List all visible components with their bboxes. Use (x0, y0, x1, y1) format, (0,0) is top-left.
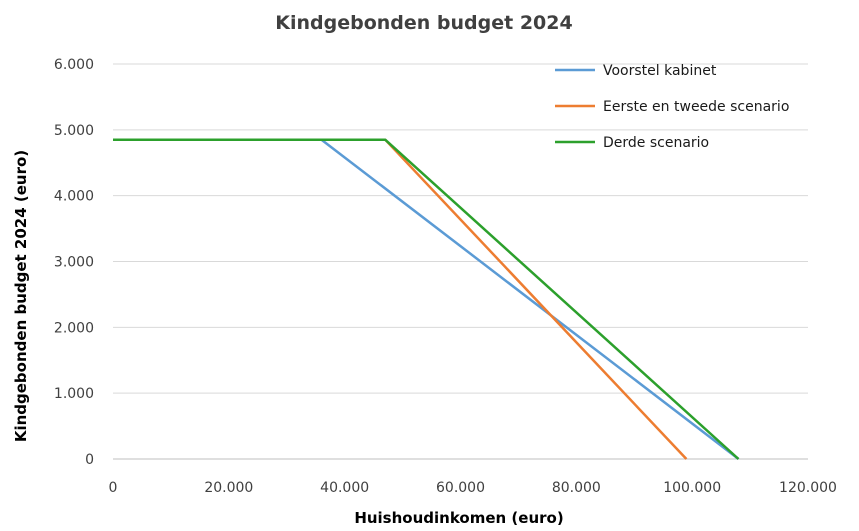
y-tick-label: 0 (85, 452, 94, 468)
legend-label-0: Voorstel kabinet (603, 63, 717, 79)
x-tick-label: 80.000 (552, 480, 601, 496)
chart-title: Kindgebonden budget 2024 (275, 12, 572, 34)
x-tick-label: 120.000 (779, 480, 837, 496)
y-tick-label: 1.000 (54, 386, 94, 402)
legend: Voorstel kabinet Eerste en tweede scenari… (555, 63, 789, 151)
series-line-2 (113, 138, 740, 460)
x-axis-ticks: 0 20.000 40.000 60.000 80.000 100.000 120.000 (109, 480, 837, 496)
x-tick-label: 20.000 (204, 480, 253, 496)
y-tick-label: 4.000 (54, 189, 94, 205)
y-axis-title: Kindgebonden budget 2024 (euro) (12, 150, 30, 442)
x-tick-label: 40.000 (320, 480, 369, 496)
x-tick-label: 0 (109, 480, 118, 496)
y-tick-label: 3.000 (54, 255, 94, 271)
legend-label-2: Derde scenario (603, 135, 709, 151)
y-axis-ticks: 0 1.000 2.000 3.000 4.000 5.000 6.000 (54, 57, 94, 468)
legend-label-1: Eerste en tweede scenario (603, 99, 789, 115)
x-tick-label: 100.000 (663, 480, 721, 496)
y-tick-label: 5.000 (54, 123, 94, 139)
x-tick-label: 60.000 (436, 480, 485, 496)
series-line-1 (113, 138, 688, 460)
y-tick-label: 2.000 (54, 320, 94, 336)
gridlines (113, 63, 808, 460)
series-lines (113, 138, 740, 460)
x-axis-title: Huishoudinkomen (euro) (354, 509, 563, 527)
series-line-0 (113, 138, 740, 460)
y-tick-label: 6.000 (54, 57, 94, 73)
